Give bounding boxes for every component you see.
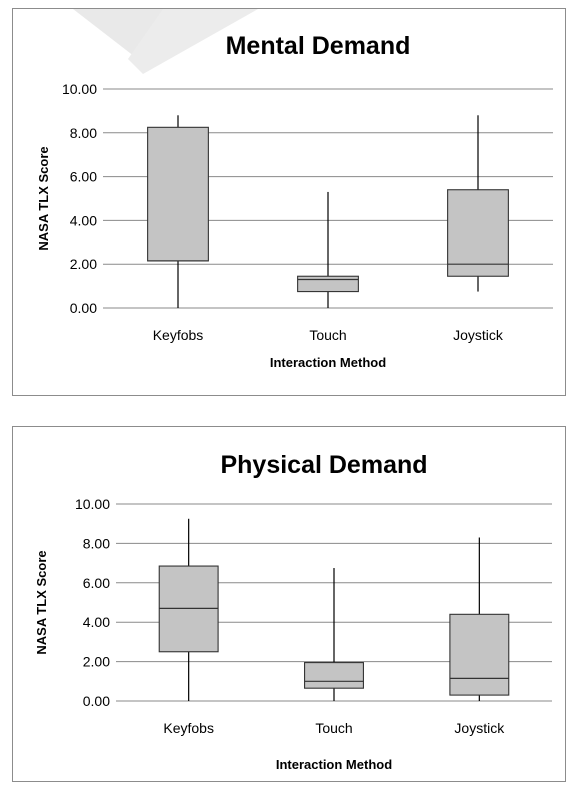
category-label: Keyfobs bbox=[153, 327, 204, 343]
box-body bbox=[447, 189, 509, 277]
x-axis-label: Interaction Method bbox=[270, 355, 386, 370]
mental-demand-panel: Mental Demand 0.00 2.00 4.00 6.00 8.00 10.00 NA… bbox=[12, 8, 566, 396]
y-tick-label: 4.00 bbox=[83, 614, 110, 630]
watermark-decoration bbox=[73, 9, 258, 74]
box-keyfobs bbox=[158, 518, 219, 701]
y-tick-label: 10.00 bbox=[75, 496, 110, 512]
y-tick-label: 10.00 bbox=[62, 81, 97, 97]
x-axis-label: Interaction Method bbox=[276, 757, 392, 772]
box-body bbox=[147, 126, 209, 262]
physical-demand-panel: Physical Demand 0.00 2.00 4.00 6.00 8.00 10.00… bbox=[12, 426, 566, 782]
box-joystick bbox=[447, 115, 509, 292]
y-tick-label: 4.00 bbox=[70, 212, 97, 228]
physical-demand-chart: Physical Demand 0.00 2.00 4.00 6.00 8.00 10.00… bbox=[34, 451, 552, 772]
y-tick-label: 0.00 bbox=[83, 693, 110, 709]
y-tick-label: 8.00 bbox=[83, 535, 110, 551]
category-label: Keyfobs bbox=[163, 720, 214, 736]
box-joystick bbox=[449, 537, 510, 701]
box-body bbox=[449, 613, 510, 696]
box-touch bbox=[304, 568, 364, 701]
chart-title: Physical Demand bbox=[220, 451, 427, 479]
y-axis-label: NASA TLX Score bbox=[36, 146, 51, 250]
y-tick-label: 6.00 bbox=[70, 169, 97, 185]
box-touch bbox=[297, 191, 359, 308]
box-body bbox=[304, 662, 364, 689]
box-body bbox=[297, 275, 359, 293]
y-tick-label: 2.00 bbox=[70, 256, 97, 272]
box-keyfobs bbox=[147, 115, 209, 308]
category-label: Touch bbox=[309, 327, 346, 343]
category-label: Joystick bbox=[453, 327, 504, 343]
y-tick-label: 6.00 bbox=[83, 575, 110, 591]
chart-title: Mental Demand bbox=[226, 32, 411, 60]
category-label: Joystick bbox=[454, 720, 505, 736]
category-label: Touch bbox=[315, 720, 352, 736]
y-tick-label: 8.00 bbox=[70, 125, 97, 141]
y-axis-label: NASA TLX Score bbox=[34, 550, 49, 654]
y-tick-label: 0.00 bbox=[70, 300, 97, 316]
mental-demand-chart: Mental Demand 0.00 2.00 4.00 6.00 8.00 10.00 NA… bbox=[36, 32, 553, 370]
y-tick-label: 2.00 bbox=[83, 654, 110, 670]
